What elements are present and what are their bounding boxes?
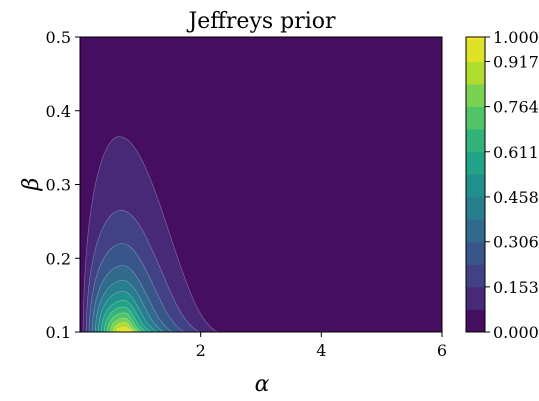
y-axis-label: β xyxy=(19,178,44,192)
chart-title: Jeffreys prior xyxy=(186,9,336,34)
colorbar-band-6 xyxy=(466,196,485,220)
colorbar-band-11 xyxy=(466,84,485,108)
colorbar-band-5 xyxy=(466,219,485,243)
y-axis: 0.1 0.2 0.3 0.4 0.5 xyxy=(46,28,80,342)
colorbar-ticks: 0.000 0.153 0.306 0.458 0.611 0.764 0.917 1.000 xyxy=(485,28,539,342)
y-tick-label: 0.2 xyxy=(46,249,71,268)
y-tick-label: 0.3 xyxy=(46,176,71,195)
colorbar-band-10 xyxy=(466,106,485,130)
colorbar-bands xyxy=(466,37,485,333)
colorbar-tick-label: 0.000 xyxy=(493,323,539,342)
y-tick-label: 0.5 xyxy=(46,28,71,47)
y-tick-label: 0.4 xyxy=(46,102,71,121)
colorbar: 0.000 0.153 0.306 0.458 0.611 0.764 0.917 1.000 xyxy=(465,28,539,342)
plot-area xyxy=(79,36,443,333)
colorbar-frame xyxy=(465,36,486,333)
colorbar-band-2 xyxy=(466,286,485,310)
x-tick-label: 2 xyxy=(196,341,206,360)
colorbar-band-12 xyxy=(466,61,485,85)
colorbar-tick-label: 1.000 xyxy=(493,28,539,47)
x-tick-label: 6 xyxy=(437,341,447,360)
colorbar-band-14 xyxy=(466,37,485,40)
x-axis: 2 4 6 xyxy=(196,332,447,360)
colorbar-band-7 xyxy=(466,174,485,198)
y-tick-label: 0.1 xyxy=(46,323,71,342)
colorbar-tick-label: 0.153 xyxy=(493,278,539,297)
contour-bands xyxy=(82,136,219,333)
colorbar-tick-label: 0.764 xyxy=(493,98,539,117)
colorbar-band-3 xyxy=(466,264,485,288)
colorbar-tick-label: 0.458 xyxy=(493,188,539,207)
colorbar-tick-label: 0.611 xyxy=(493,143,539,162)
colorbar-tick-label: 0.306 xyxy=(493,233,539,252)
colorbar-band-8 xyxy=(466,151,485,175)
colorbar-band-13 xyxy=(466,39,485,62)
colorbar-band-1 xyxy=(466,309,485,333)
colorbar-band-4 xyxy=(466,241,485,265)
x-tick-label: 4 xyxy=(316,341,326,360)
x-axis-label: α xyxy=(255,372,270,397)
colorbar-band-9 xyxy=(466,129,485,153)
colorbar-tick-label: 0.917 xyxy=(493,52,539,71)
